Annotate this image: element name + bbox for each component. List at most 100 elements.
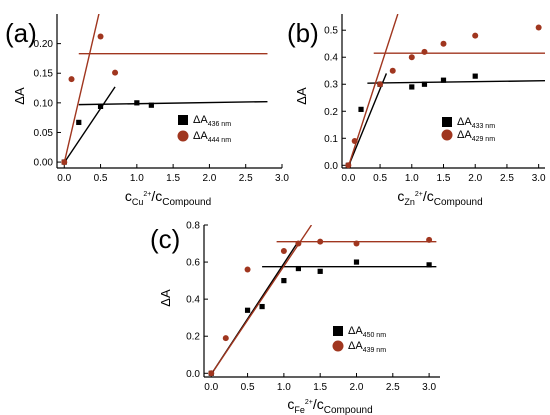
legend-label: ΔA444 nm (193, 130, 231, 144)
x-tick-label: 1.0 (130, 173, 144, 184)
data-point-square (244, 307, 251, 313)
data-point-square (259, 303, 265, 310)
x-tick-label: 1.5 (437, 173, 451, 184)
x-tick-label: 3.0 (422, 382, 436, 393)
data-point-circle (208, 370, 215, 377)
data-point-circle (244, 266, 251, 273)
fit-line (210, 225, 313, 375)
legend-marker-square (442, 117, 452, 127)
y-tick-label: 0.2 (186, 332, 200, 343)
data-point-square (440, 77, 447, 83)
data-point-square (426, 262, 432, 268)
y-tick-label: 0.6 (186, 258, 200, 269)
legend-marker-circle (177, 130, 189, 142)
fit-line (347, 73, 388, 167)
data-point-square (317, 268, 323, 274)
y-tick-label: 0.8 (186, 221, 200, 232)
legend-marker-circle (332, 340, 344, 352)
x-tick-label: 1.0 (277, 382, 291, 393)
data-point-circle (440, 40, 447, 47)
data-point-square (76, 119, 82, 125)
panel-label: (a) (5, 18, 37, 48)
data-point-circle (112, 69, 119, 76)
y-tick-label: 0.10 (34, 98, 54, 109)
x-tick-label: 3.0 (275, 173, 289, 184)
legend-label: ΔA436 nm (193, 114, 231, 128)
y-axis-label: ΔA (158, 289, 173, 307)
data-point-circle (68, 76, 75, 83)
data-point-circle (317, 238, 324, 245)
legend-marker-square (333, 326, 343, 336)
data-point-circle (408, 54, 415, 61)
y-tick-label: 0.05 (34, 128, 54, 139)
x-tick-label: 0.5 (241, 382, 255, 393)
x-tick-label: 2.5 (500, 173, 514, 184)
x-axis-label: cCu2+/cCompound (125, 188, 211, 208)
x-tick-label: 1.0 (405, 173, 419, 184)
legend-label: ΔA439 nm (348, 340, 386, 354)
x-tick-label: 2.0 (350, 382, 364, 393)
data-point-circle (389, 67, 396, 74)
x-tick-label: 2.0 (468, 173, 482, 184)
fit-lines (63, 14, 268, 164)
data-point-circle (222, 335, 229, 342)
fit-lines (347, 14, 545, 167)
data-point-circle (280, 247, 287, 254)
data-point-circle (61, 159, 68, 166)
data-point-circle (345, 162, 352, 169)
y-tick-label: 0.1 (324, 134, 338, 145)
data-point-circle (97, 33, 104, 40)
chart-panel-3: 0.0 0.5 1.0 1.5 2.0 2.5 3.0 0.0 0.2 0.4 0.6 0.8 ΔA45… (150, 221, 440, 415)
data-point-circle (535, 24, 542, 31)
y-axis-label: ΔA (12, 87, 27, 105)
data-point-circle (351, 137, 358, 144)
panel-label: (b) (287, 18, 319, 48)
data-point-circle (377, 81, 384, 88)
legend-marker-circle (441, 129, 453, 141)
data-point-square (421, 81, 428, 87)
data-point-square (295, 265, 301, 272)
data-point-square (472, 73, 478, 79)
legend-label: ΔA429 nm (457, 129, 495, 143)
data-point-square (281, 278, 287, 284)
y-tick-label: 0.20 (34, 39, 54, 50)
y-tick-label: 0.00 (34, 158, 54, 169)
x-tick-label: 0.5 (94, 173, 108, 184)
x-tick-label: 0.0 (341, 173, 355, 184)
y-tick-label: 0.2 (324, 107, 338, 118)
fit-line (78, 100, 268, 106)
x-tick-label: 0.0 (57, 173, 71, 184)
fit-lines (210, 225, 437, 375)
data-point-circle (353, 240, 360, 247)
data-point-square (148, 102, 154, 108)
x-axis-label: cFe2+/cCompound (287, 396, 372, 415)
fit-line (63, 86, 116, 164)
y-tick-label: 0.4 (186, 295, 200, 306)
data-point-square (409, 84, 415, 90)
y-tick-label: 0.5 (324, 26, 338, 37)
legend-marker-square (178, 115, 188, 125)
fit-line (63, 14, 100, 163)
x-axis-label: cZn2+/cCompound (397, 188, 482, 208)
x-tick-label: 2.5 (239, 173, 253, 184)
fit-line (367, 80, 545, 84)
y-tick-label: 0.4 (324, 53, 338, 64)
panel-label: (c) (150, 224, 180, 254)
data-point-circle (421, 48, 428, 55)
y-tick-label: 0.0 (324, 161, 338, 172)
x-tick-label: 1.5 (166, 173, 180, 184)
y-tick-label: 0.0 (186, 369, 200, 380)
x-tick-label: 2.0 (202, 173, 216, 184)
data-point-circle (295, 240, 302, 247)
y-axis-label: ΔA (294, 87, 309, 105)
x-tick-label: 0.5 (373, 173, 387, 184)
data-point-square (358, 106, 364, 112)
chart-panel-1: 0.0 0.5 1.0 1.5 2.0 2.5 3.0 0.00 0.05 0.10 0.15 0.2… (5, 14, 289, 208)
data-point-circle (426, 236, 433, 243)
x-tick-label: 0.0 (204, 382, 218, 393)
data-point-square (97, 103, 104, 109)
data-point-circle (472, 32, 479, 39)
x-tick-label: 1.5 (313, 382, 327, 393)
legend-label: ΔA433 nm (457, 116, 495, 130)
